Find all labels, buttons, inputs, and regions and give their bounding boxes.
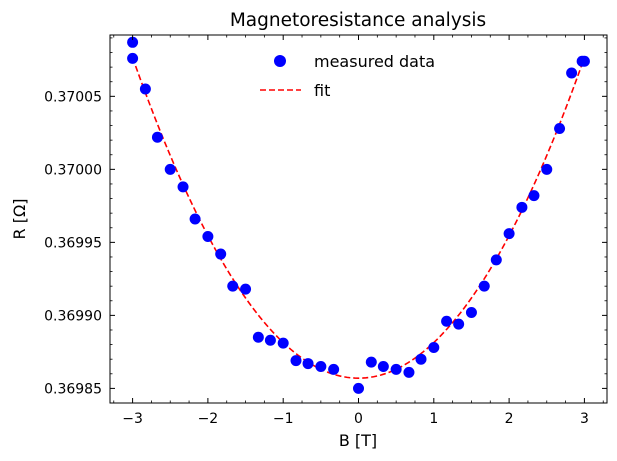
data-point <box>566 67 578 79</box>
data-point <box>164 163 176 175</box>
x-tick-label: 1 <box>429 411 438 427</box>
data-point <box>151 131 163 143</box>
data-point <box>264 334 276 346</box>
data-point <box>139 83 151 95</box>
data-point <box>290 355 302 367</box>
data-point <box>202 231 214 243</box>
x-tick-label: 2 <box>505 411 514 427</box>
data-point <box>328 363 340 375</box>
y-tick-label: 0.36985 <box>44 381 102 397</box>
tick-labels: −3 −2 −1 0 1 2 3 0.36985 0.36990 0.36995 0.37000 0.… <box>44 89 589 427</box>
data-point <box>390 363 402 375</box>
data-point <box>503 228 515 240</box>
data-point <box>227 280 239 292</box>
x-tick-label: −2 <box>198 411 219 427</box>
plot-area <box>127 36 590 394</box>
data-point <box>490 254 502 266</box>
y-tick-label: 0.36995 <box>44 235 102 251</box>
axis-ticks <box>110 35 607 404</box>
data-point <box>302 358 314 370</box>
data-point <box>315 360 327 372</box>
y-axis-title: R [Ω] <box>10 199 29 240</box>
data-point <box>240 283 252 295</box>
data-point <box>441 315 453 327</box>
legend-marker-measured <box>274 55 286 67</box>
data-point <box>465 306 477 318</box>
data-point <box>365 356 377 368</box>
legend-label-fit: fit <box>314 81 330 100</box>
data-point <box>377 360 389 372</box>
data-point <box>252 331 264 343</box>
data-point <box>277 337 289 349</box>
data-point <box>478 280 490 292</box>
data-point <box>177 181 189 193</box>
y-tick-label: 0.37005 <box>44 89 102 105</box>
legend-label-measured: measured data <box>314 52 435 71</box>
data-point <box>528 190 540 202</box>
x-tick-label: 3 <box>580 411 589 427</box>
chart-title: Magnetoresistance analysis <box>230 10 486 31</box>
data-point <box>428 342 440 354</box>
data-point <box>415 353 427 365</box>
x-tick-label: −1 <box>273 411 294 427</box>
x-axis-title: B [T] <box>339 431 377 450</box>
data-point <box>516 201 528 213</box>
y-tick-label: 0.37000 <box>44 162 102 178</box>
data-point <box>353 382 364 394</box>
y-tick-label: 0.36990 <box>44 308 102 324</box>
legend: measured data fit <box>260 52 435 100</box>
data-point <box>554 122 566 134</box>
data-point <box>127 52 139 64</box>
data-point <box>453 318 465 330</box>
data-point <box>215 248 227 260</box>
data-point <box>127 36 139 48</box>
data-point <box>403 366 415 378</box>
x-tick-label: −3 <box>122 411 143 427</box>
data-point <box>189 213 201 225</box>
data-point <box>541 163 553 175</box>
x-tick-label: 0 <box>354 411 363 427</box>
data-point <box>578 55 590 67</box>
